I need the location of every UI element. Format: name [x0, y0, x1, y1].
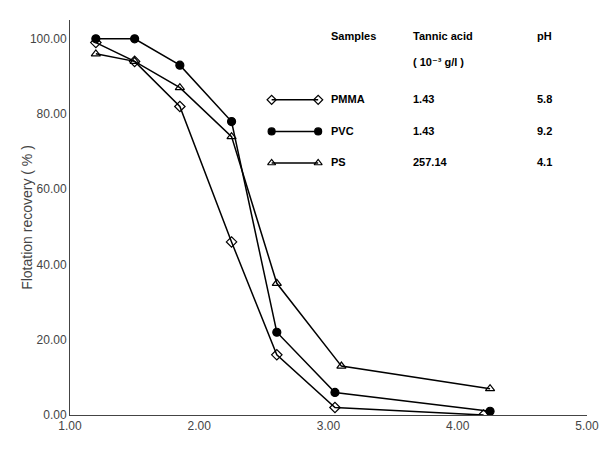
- svg-text:100.00: 100.00: [30, 32, 67, 46]
- svg-text:1.00: 1.00: [58, 419, 82, 433]
- svg-text:Samples: Samples: [331, 30, 376, 42]
- svg-text:1.43: 1.43: [413, 93, 434, 105]
- svg-text:80.00: 80.00: [37, 107, 67, 121]
- svg-text:2.00: 2.00: [188, 419, 212, 433]
- svg-text:( 10⁻³ g/l ): ( 10⁻³ g/l ): [413, 56, 464, 68]
- svg-text:PS: PS: [331, 156, 346, 168]
- svg-text:3.00: 3.00: [317, 419, 341, 433]
- svg-text:40.00: 40.00: [37, 258, 67, 272]
- svg-text:Tannic acid: Tannic acid: [413, 30, 473, 42]
- svg-text:20.00: 20.00: [37, 333, 67, 347]
- svg-text:9.2: 9.2: [537, 125, 552, 137]
- svg-text:Flotation recovery ( % ): Flotation recovery ( % ): [19, 145, 35, 290]
- svg-text:4.00: 4.00: [446, 419, 470, 433]
- svg-text:5.00: 5.00: [575, 419, 599, 433]
- svg-text:60.00: 60.00: [37, 182, 67, 196]
- svg-text:0.00: 0.00: [43, 408, 67, 422]
- svg-text:PMMA: PMMA: [331, 93, 365, 105]
- svg-text:PVC: PVC: [331, 125, 354, 137]
- svg-text:5.8: 5.8: [537, 93, 552, 105]
- svg-text:257.14: 257.14: [413, 156, 448, 168]
- svg-text:1.43: 1.43: [413, 125, 434, 137]
- svg-text:pH: pH: [537, 30, 552, 42]
- svg-text:4.1: 4.1: [537, 156, 552, 168]
